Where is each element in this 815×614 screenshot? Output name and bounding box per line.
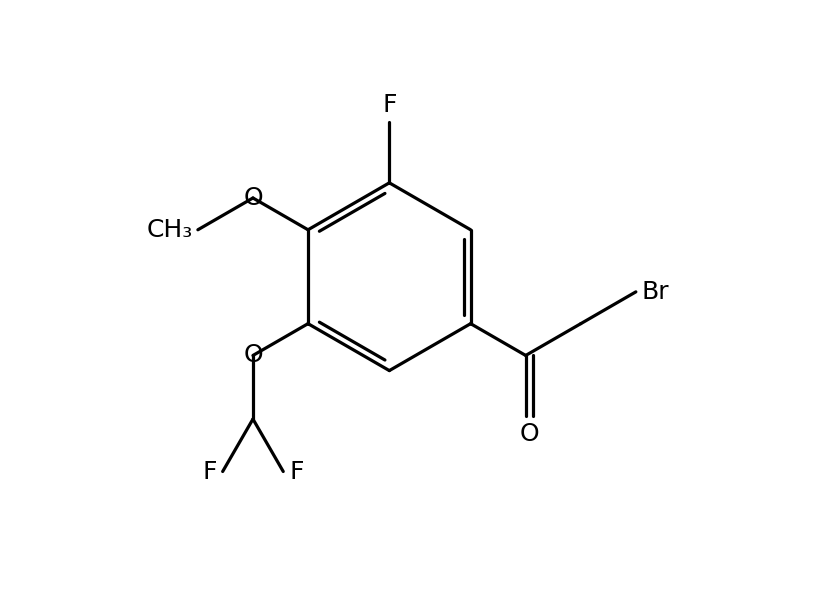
Text: F: F [382, 93, 397, 117]
Text: O: O [519, 422, 540, 446]
Text: F: F [289, 459, 304, 483]
Text: CH₃: CH₃ [147, 218, 193, 242]
Text: F: F [202, 459, 217, 483]
Text: Br: Br [642, 280, 670, 304]
Text: O: O [243, 186, 262, 210]
Text: O: O [243, 343, 262, 367]
